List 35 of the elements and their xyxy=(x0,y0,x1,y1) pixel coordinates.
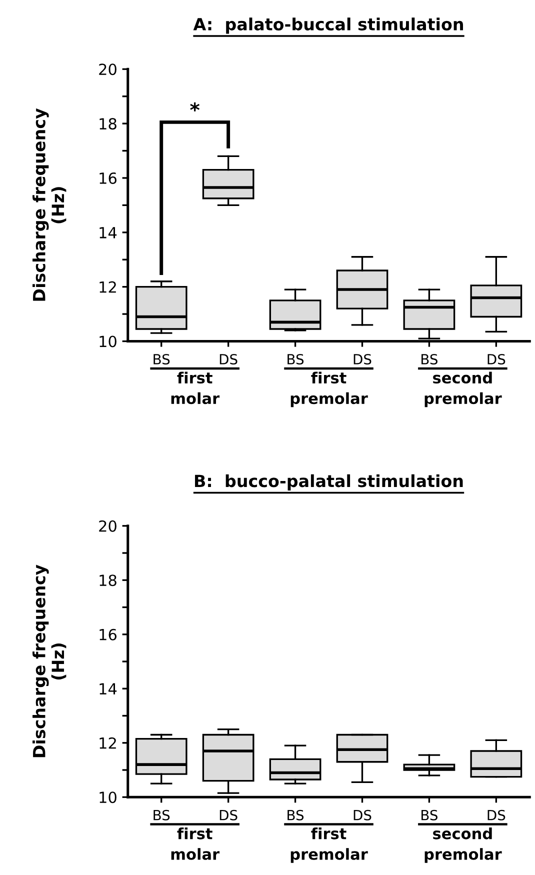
text: first premolar xyxy=(290,828,368,863)
x-tick-label: BS xyxy=(288,810,304,820)
x-tick-label: DS xyxy=(354,810,372,820)
y-tick-label: 18 xyxy=(100,574,116,586)
x-tick-label: BS xyxy=(154,354,170,364)
x-tick-label: BS xyxy=(422,810,438,820)
text: first molar xyxy=(171,372,220,404)
x-tick-label: DS xyxy=(220,354,238,364)
x-tick-label: DS xyxy=(488,810,506,820)
annotation: * xyxy=(190,102,200,112)
y-tick-label: 14 xyxy=(100,683,117,694)
x-tick-label: BS xyxy=(422,354,438,364)
y-axis-title: Discharge frequency (Hz) xyxy=(32,108,66,301)
x-tick-label: DS xyxy=(220,810,238,820)
y-tick-label: 20 xyxy=(99,64,116,76)
text: first premolar xyxy=(290,372,368,408)
x-tick-label: BS xyxy=(288,354,304,364)
chart-title: B: bucco-palatal stimulation xyxy=(195,474,463,490)
chart-title: A: palato-buccal stimulation xyxy=(193,18,463,34)
y-tick-label: 10 xyxy=(100,336,116,348)
text: first molar xyxy=(171,828,220,860)
x-tick-label: DS xyxy=(488,354,506,364)
y-tick-label: 12 xyxy=(100,281,116,293)
x-tick-label: DS xyxy=(354,354,372,364)
y-tick-label: 16 xyxy=(100,172,116,184)
y-tick-label: 10 xyxy=(100,792,116,804)
text: second premolar xyxy=(424,828,502,863)
y-tick-label: 16 xyxy=(100,628,116,640)
y-tick-label: 14 xyxy=(100,227,117,238)
y-tick-label: 18 xyxy=(100,118,116,130)
y-axis-title: Discharge frequency (Hz) xyxy=(32,564,66,758)
text: second premolar xyxy=(424,372,502,408)
x-tick-label: BS xyxy=(154,810,170,820)
y-tick-label: 12 xyxy=(100,737,116,749)
y-tick-label: 20 xyxy=(99,520,116,532)
